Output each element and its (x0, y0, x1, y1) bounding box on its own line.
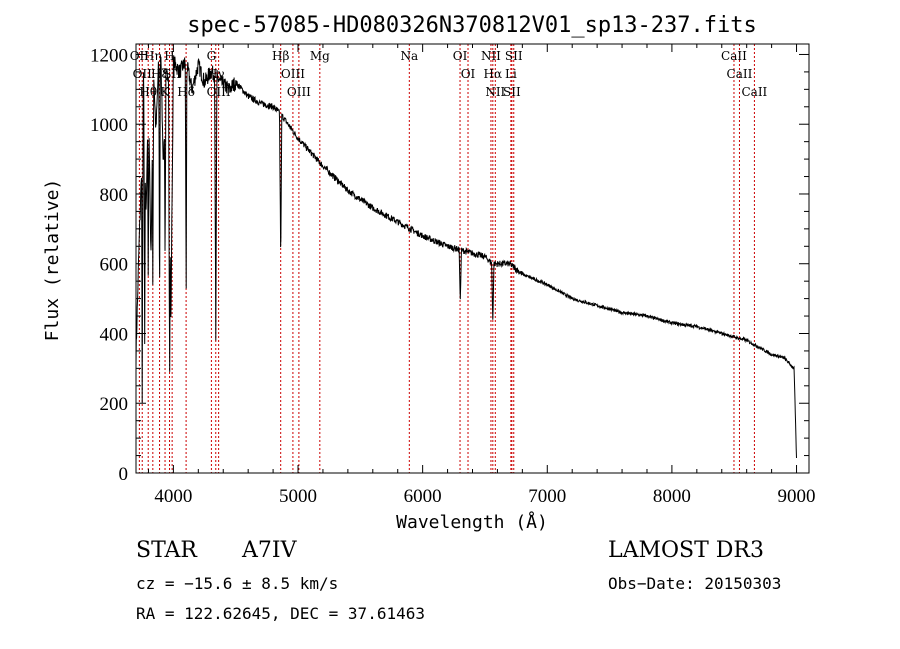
observation-date: Obs−Date: 20150303 (608, 574, 782, 593)
y-tick-label: 200 (100, 394, 129, 415)
emission-line-markers (138, 44, 755, 473)
line-marker-label: NII (485, 85, 505, 99)
y-tick-label: 0 (119, 464, 129, 485)
plot-frame (135, 43, 810, 474)
chart-title: spec-57085-HD080326N370812V01_sp13-237.f… (187, 13, 757, 38)
line-marker-label: Hδ (177, 85, 195, 99)
x-tick-label: 7000 (528, 486, 566, 507)
y-tick-label: 800 (100, 185, 129, 206)
line-marker-label: CaII (727, 67, 753, 81)
spectrum-line (135, 55, 797, 459)
line-marker-label: Mg (310, 49, 330, 63)
line-marker-label: CaII (741, 85, 767, 99)
line-marker-label: G (207, 49, 217, 63)
object-subclass: A7IV (242, 538, 297, 563)
line-marker-label: OIII (281, 67, 305, 81)
line-marker-label: OI (461, 67, 476, 81)
y-tick-label: 600 (100, 255, 129, 276)
line-marker-label: NII (481, 49, 501, 63)
line-marker-label: CaII (721, 49, 747, 63)
line-marker-label: OIII (207, 85, 231, 99)
x-axis-label: Wavelength (Å) (396, 511, 548, 533)
survey-name: LAMOST DR3 (608, 538, 764, 563)
object-class: STAR (136, 538, 197, 563)
x-tick-label: 6000 (404, 486, 442, 507)
x-tick-label: 5000 (279, 486, 317, 507)
line-marker-label: Na (400, 49, 418, 63)
x-tick-label: 8000 (653, 486, 691, 507)
line-marker-label: OIII (287, 85, 311, 99)
redshift-velocity: cz = −15.6 ± 8.5 km/s (136, 574, 339, 593)
line-marker-label: Hξ (151, 67, 168, 81)
coordinates: RA = 122.62645, DEC = 37.61463 (136, 604, 425, 623)
line-marker-label: SII (503, 85, 521, 99)
y-tick-label: 1200 (90, 45, 128, 66)
y-tick-label: 400 (100, 324, 129, 345)
line-marker-label: Hα (484, 67, 503, 81)
line-marker-label: OII (130, 49, 150, 63)
line-marker-label: Hη (144, 49, 162, 63)
x-tick-label: 4000 (154, 486, 192, 507)
y-axis-label: Flux (relative) (42, 179, 63, 342)
x-axis-ticks: 4000 5000 6000 7000 8000 9000 (147, 44, 816, 507)
line-marker-label: Li (505, 67, 517, 81)
line-marker-label: Hβ (272, 49, 289, 63)
y-axis-ticks: 0 200 400 600 800 1000 1200 (90, 45, 809, 485)
line-marker-label: H (164, 49, 174, 63)
x-tick-label: 9000 (778, 486, 816, 507)
y-tick-label: 1000 (90, 115, 128, 136)
line-marker-label: OII (133, 67, 153, 81)
line-marker-label: OI (453, 49, 468, 63)
line-marker-label: SII (505, 49, 523, 63)
